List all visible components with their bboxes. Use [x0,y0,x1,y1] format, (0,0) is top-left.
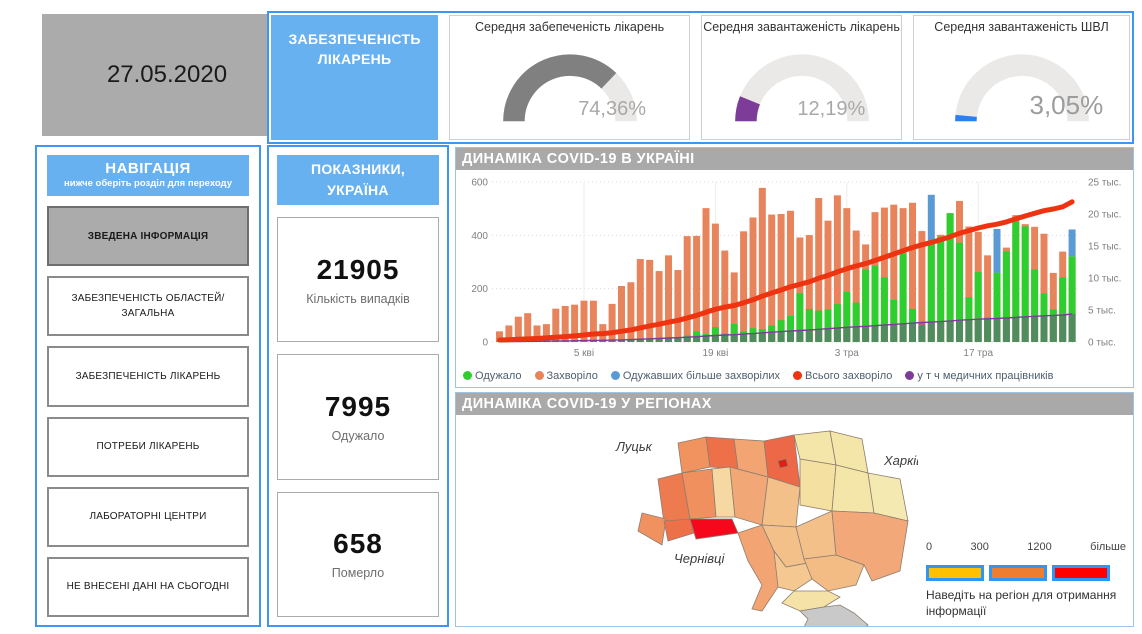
map-region[interactable] [677,436,711,474]
legend-dot-icon [793,371,803,380]
gauge-arc [734,54,869,122]
scale-tick: 1200 [1027,541,1052,553]
gauge-title: Середня забепеченість лікарень [475,20,665,34]
stat-card-total-cases: 21905 Кількість випадків [277,217,439,343]
svg-text:15 тыс.: 15 тыс. [1088,242,1121,253]
legend-label: у т ч медичних працівників [917,369,1054,382]
stat-label: Одужало [331,428,385,443]
stat-card-deceased: 658 Померло [277,491,439,617]
svg-text:17 тра: 17 тра [963,348,993,359]
svg-text:5 кві: 5 кві [574,348,594,359]
nav-item-hospital-supply[interactable]: ЗАБЕЗПЕЧЕНІСТЬ ЛІКАРЕНЬ [47,346,249,407]
map-panel-title: ДИНАМІКА COVID-19 У РЕГІОНАХ [456,393,1133,415]
nav-item-laboratory-centers[interactable]: ЛАБОРАТОРНІ ЦЕНТРИ [47,486,249,547]
map-city-label-lutsk: Луцьк [615,439,653,454]
map-region[interactable] [729,466,769,526]
svg-text:3 тра: 3 тра [835,348,859,359]
gauge-title: Середня завантаженість ШВЛ [934,20,1109,34]
map-city-label-chernivtsi: Чернівці [674,551,725,566]
svg-text:5 тыс.: 5 тыс. [1088,306,1116,317]
map-region[interactable] [689,518,739,540]
scale-color-box [989,565,1047,581]
scale-tick: 0 [926,541,933,553]
ukraine-map-svg: Луцьк Харків Чернівці [615,430,918,626]
legend-label: Одужало [475,369,522,382]
svg-text:600: 600 [471,178,488,189]
svg-text:25 тыс.: 25 тыс. [1088,178,1121,189]
report-date: 27.05.2020 [42,14,292,136]
map-region[interactable] [663,518,695,542]
gauge-avg-ventilator-load: Середня завантаженість ШВЛ 3,05% [913,15,1130,140]
covid-regions-panel: ДИНАМІКА COVID-19 У РЕГІОНАХ [455,392,1134,627]
legend-label: Захворіло [546,369,598,382]
legend-label: Всього захворіло [805,369,893,382]
indicators-header: ПОКАЗНИКИ, УКРАЇНА [277,155,439,205]
legend-dot-icon [463,371,472,380]
map-region[interactable] [705,436,739,470]
svg-text:400: 400 [471,231,488,242]
stat-value: 7995 [324,390,392,422]
nav-item-missing-data-today[interactable]: НЕ ВНЕСЕНІ ДАНІ НА СЬОГОДНІ [47,556,249,618]
report-date-text: 27.05.2020 [106,61,228,88]
scale-color-box [1052,565,1110,581]
map-region[interactable] [799,604,869,626]
chart-legend: Одужало Захворіло Одужавших більше захворі… [456,364,1133,387]
map-region[interactable] [795,510,837,560]
nav-item-hospital-needs[interactable]: ПОТРЕБИ ЛІКАРЕНЬ [47,416,249,477]
gauge-arc [502,54,637,122]
legend-item[interactable]: Одужало [463,370,522,382]
map-region-kyiv-city[interactable] [777,458,789,469]
navigation-subtitle: нижче оберіть розділ для переходу [64,178,232,189]
map-region[interactable] [637,512,667,546]
chart-panel-title: ДИНАМІКА COVID-19 В УКРАЇНІ [456,148,1133,170]
gauge-value: 74,36% [578,98,647,120]
gauge-arc [954,54,1089,122]
gauge-value: 3,05% [1029,90,1104,120]
map-region[interactable] [799,458,837,512]
covid-dynamics-chart[interactable]: 600 400 200 0 25 тыс. 20 тыс. 15 тыс. 10 тыс. 5 … [456,170,1133,364]
svg-text:10 тыс.: 10 тыс. [1088,274,1121,285]
scale-tick: більше [1090,541,1126,553]
map-color-scale: 0 300 1200 більше [926,541,1126,581]
svg-text:200: 200 [471,284,488,295]
navigation-title: НАВІГАЦІЯ [105,160,191,177]
gauge-avg-hospital-supply: Середня забепеченість лікарень 74,36% [449,15,691,140]
legend-item[interactable]: Захворіло [534,369,598,382]
ukraine-map: Луцьк Харків Чернівці 0 300 1200 більше … [456,415,1133,626]
legend-dot-icon [905,371,915,380]
legend-dot-icon [610,371,620,380]
legend-label: Одужавших більше захворілих [622,369,781,382]
scale-tick: 300 [970,541,989,553]
stat-label: Померло [331,566,385,581]
legend-item[interactable]: у т ч медичних працівників [905,370,1053,382]
scale-color-box [926,565,984,581]
indicators-panel: ПОКАЗНИКИ, УКРАЇНА 21905 Кількість випад… [267,145,449,627]
svg-text:19 кві: 19 кві [702,348,728,359]
gauge-avg-hospital-load: Середня завантаженість лікарень 12,19% [701,15,903,140]
covid-dynamics-panel: ДИНАМІКА COVID-19 В УКРАЇНІ 600 400 200 0 25… [455,147,1134,388]
map-region[interactable] [803,554,865,592]
gauge-value: 12,19% [797,98,866,120]
nav-item-region-supply[interactable]: ЗАБЕЗПЕЧЕНІСТЬ ОБЛАСТЕЙ/ ЗАГАЛЬНА [47,276,249,337]
legend-item[interactable]: Одужавших більше захворілих [610,369,781,382]
stat-value: 21905 [316,253,400,285]
svg-text:0: 0 [482,338,488,349]
stat-card-recovered: 7995 Одужало [277,354,439,480]
svg-text:20 тыс.: 20 тыс. [1088,210,1121,221]
legend-dot-icon [534,371,544,380]
stat-label: Кількість випадків [306,291,410,306]
stat-value: 658 [333,528,383,560]
hospital-supply-group: ЗАБЕЗПЕЧЕНІСТЬ ЛІКАРЕНЬ Середня забепече… [267,11,1134,144]
nav-item-summary-info[interactable]: ЗВЕДЕНА ІНФОРМАЦІЯ [47,206,249,267]
legend-item[interactable]: Всього захворіло [793,370,892,382]
navigation-header: НАВІГАЦІЯ нижче оберіть розділ для перех… [47,155,249,196]
navigation-panel: НАВІГАЦІЯ нижче оберіть розділ для перех… [35,145,261,627]
map-city-label-kharkiv: Харків [883,453,918,468]
gauge-title: Середня завантаженість лікарень [703,20,900,34]
tab-hospital-supply[interactable]: ЗАБЕЗПЕЧЕНІСТЬ ЛІКАРЕНЬ [271,15,439,140]
svg-text:0 тыс.: 0 тыс. [1088,338,1116,349]
map-hint-text: Наведіть на регіон для отримання інформа… [926,588,1117,619]
